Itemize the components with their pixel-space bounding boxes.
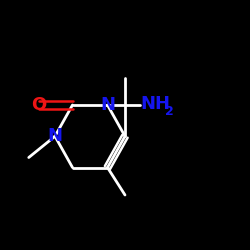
Text: 2: 2 — [165, 105, 174, 118]
Text: N: N — [100, 96, 115, 114]
Text: O: O — [31, 96, 46, 114]
Text: NH: NH — [140, 95, 170, 113]
Text: N: N — [48, 127, 62, 145]
